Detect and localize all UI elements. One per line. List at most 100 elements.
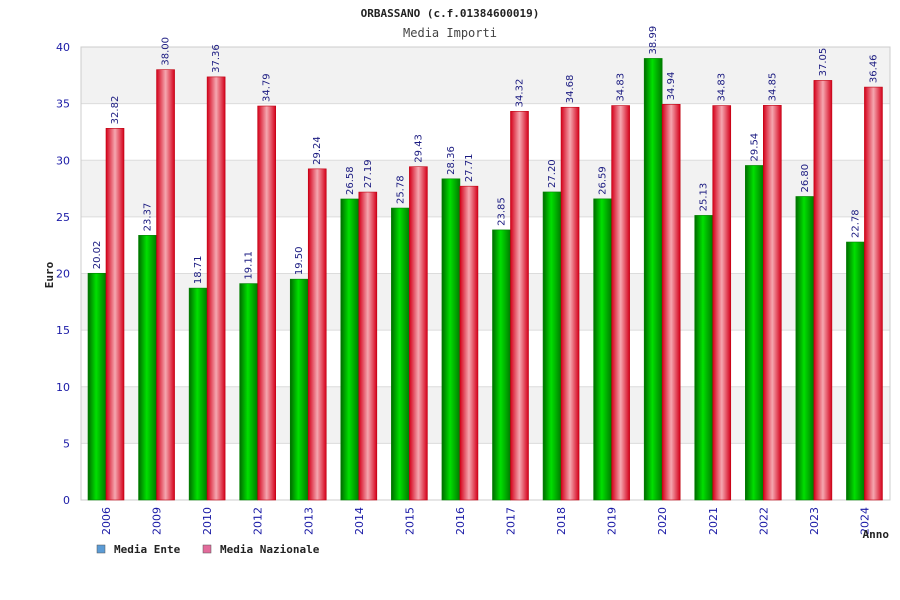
- data-label: 32.82: [110, 96, 121, 125]
- bar-media-nazionale-2014: [358, 191, 378, 501]
- data-label: 27.71: [464, 154, 475, 183]
- x-tick-label: 2021: [707, 507, 720, 535]
- data-label: 34.94: [666, 72, 677, 101]
- y-tick-label: 20: [56, 268, 70, 281]
- bar-media-nazionale-2019: [611, 105, 630, 501]
- data-label: 25.78: [395, 175, 406, 204]
- bar-media-nazionale-2020: [661, 104, 681, 501]
- data-label: 37.05: [818, 48, 829, 77]
- bar-media-ente-2006: [87, 272, 107, 501]
- data-label: 26.80: [800, 164, 811, 193]
- bar-media-ente-2018: [542, 191, 562, 501]
- bars: [87, 58, 883, 501]
- bar-media-nazionale-2016: [459, 185, 479, 501]
- data-label: 19.50: [294, 247, 305, 276]
- legend-label-media-nazionale: Media Nazionale: [220, 543, 320, 556]
- bar-media-ente-2021: [694, 215, 714, 501]
- y-tick-label: 10: [56, 381, 70, 394]
- y-axis-label: Euro: [43, 261, 56, 288]
- x-tick-label: 2023: [808, 507, 821, 535]
- bar-media-nazionale-2009: [156, 69, 175, 501]
- bar-media-nazionale-2024: [864, 86, 883, 501]
- x-tick-label: 2024: [858, 507, 871, 535]
- x-tick-label: 2009: [151, 507, 164, 535]
- data-label: 38.99: [648, 26, 659, 55]
- legend-swatch-media-nazionale: [202, 544, 212, 554]
- data-label: 29.54: [749, 133, 760, 162]
- bar-media-ente-2016: [441, 178, 461, 501]
- data-label: 29.43: [413, 134, 424, 163]
- bar-media-ente-2010: [188, 287, 208, 501]
- y-tick-label: 35: [56, 98, 70, 111]
- y-tick-label: 40: [56, 41, 70, 54]
- x-axis-label: Anno: [863, 528, 890, 541]
- x-tick-label: 2016: [454, 507, 467, 535]
- bar-media-nazionale-2015: [409, 166, 428, 501]
- bar-media-ente-2023: [795, 196, 815, 501]
- data-label: 34.85: [767, 73, 778, 102]
- data-label: 34.83: [717, 73, 728, 102]
- bar-media-nazionale-2010: [206, 76, 226, 501]
- bar-media-nazionale-2022: [763, 105, 782, 501]
- bar-media-nazionale-2006: [105, 128, 125, 501]
- data-label: 22.78: [850, 209, 861, 238]
- data-label: 34.68: [565, 75, 576, 104]
- data-label: 38.00: [161, 37, 172, 66]
- bar-media-ente-2009: [138, 235, 157, 501]
- bar-media-nazionale-2012: [257, 105, 276, 501]
- plot-frame: [80, 46, 891, 501]
- x-tick-label: 2019: [606, 507, 619, 535]
- data-label: 23.37: [143, 203, 154, 232]
- bar-media-ente-2015: [391, 207, 410, 501]
- data-label: 34.32: [515, 79, 526, 108]
- x-tick-label: 2010: [201, 507, 214, 535]
- bar-media-nazionale-2017: [510, 111, 529, 501]
- x-tick-label: 2022: [757, 507, 770, 535]
- x-tick-label: 2020: [656, 507, 669, 535]
- bar-media-nazionale-2013: [307, 168, 327, 501]
- y-tick-label: 25: [56, 211, 70, 224]
- data-label: 34.79: [262, 73, 273, 102]
- data-label: 27.19: [363, 159, 374, 188]
- data-label: 34.83: [616, 73, 627, 102]
- data-label: 19.11: [244, 251, 255, 280]
- legend: Media Ente Media Nazionale: [96, 543, 320, 556]
- data-label: 29.24: [312, 136, 323, 165]
- x-tick-label: 2015: [403, 507, 416, 535]
- x-tick-label: 2017: [505, 507, 518, 535]
- bar-media-nazionale-2018: [560, 106, 580, 501]
- y-axis-ticks: 0 5 10 15 20 25 30 35 40: [56, 41, 70, 507]
- x-axis-ticks: 2006 2009 2010 2012 2013 2014 2015 2016 2017 2018…: [100, 507, 871, 535]
- x-tick-label: 2014: [353, 507, 366, 535]
- x-tick-label: 2013: [302, 507, 315, 535]
- chart-title: ORBASSANO (c.f.01384600019): [361, 7, 540, 20]
- data-label: 27.20: [547, 159, 558, 188]
- data-label: 25.13: [699, 183, 710, 212]
- x-tick-label: 2012: [252, 507, 265, 535]
- bar-media-ente-2013: [289, 278, 309, 501]
- bar-media-ente-2019: [593, 198, 612, 501]
- data-label: 18.71: [193, 255, 204, 284]
- data-label: 28.36: [446, 146, 457, 175]
- bar-media-ente-2024: [846, 241, 865, 501]
- data-label: 36.46: [868, 54, 879, 83]
- chart-subtitle: Media Importi: [403, 26, 497, 40]
- y-tick-label: 15: [56, 324, 70, 337]
- y-tick-label: 0: [63, 494, 70, 507]
- data-label: 26.59: [598, 166, 609, 195]
- bar-media-ente-2022: [745, 165, 764, 501]
- bar-media-nazionale-2023: [813, 80, 833, 501]
- bar-media-nazionale-2021: [712, 105, 732, 501]
- data-label: 37.36: [211, 44, 222, 73]
- legend-swatch-media-ente: [96, 544, 106, 554]
- legend-label-media-ente: Media Ente: [114, 543, 181, 556]
- bar-media-ente-2017: [492, 229, 511, 501]
- y-tick-label: 5: [63, 437, 70, 450]
- data-label: 20.02: [92, 241, 103, 270]
- bar-media-ente-2012: [239, 283, 258, 501]
- data-label: 23.85: [497, 197, 508, 226]
- bar-media-ente-2020: [643, 58, 663, 501]
- data-label: 26.58: [345, 166, 356, 195]
- data-labels: 20.02 32.82 23.37 38.00 18.71 37.36 19.11 34.79…: [92, 26, 879, 284]
